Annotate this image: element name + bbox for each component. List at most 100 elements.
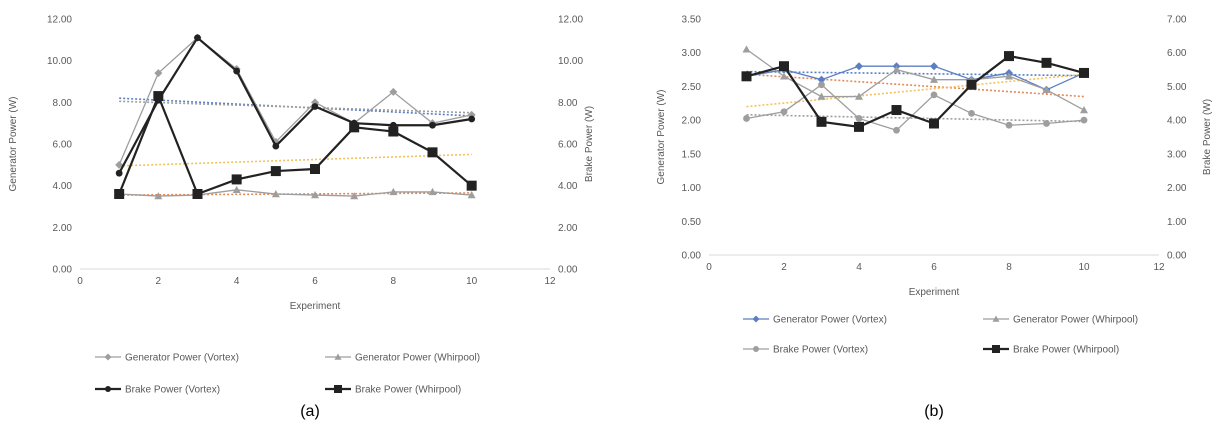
x-tick-label: 8 xyxy=(391,276,397,287)
y-tick-label: 6.00 xyxy=(53,140,73,151)
y2-axis-title: Brake Power (W) xyxy=(1202,99,1213,175)
y2-tick-label: 1.00 xyxy=(1167,217,1187,228)
data-point xyxy=(816,116,827,127)
data-point xyxy=(855,92,863,100)
y2-tick-label: 7.00 xyxy=(1167,15,1187,26)
data-point xyxy=(743,115,750,122)
x-tick-label: 10 xyxy=(1078,262,1090,273)
legend-marker xyxy=(992,345,1000,353)
data-point xyxy=(1079,67,1089,78)
y2-tick-label: 4.00 xyxy=(1167,116,1187,127)
x-tick-label: 4 xyxy=(856,262,862,273)
trendline xyxy=(746,113,1085,123)
data-point xyxy=(817,92,826,100)
data-point xyxy=(1041,57,1052,68)
trendline xyxy=(119,153,472,167)
data-point xyxy=(154,192,163,200)
x-tick-label: 10 xyxy=(466,276,478,287)
x-tick-label: 0 xyxy=(77,276,83,287)
data-point xyxy=(930,75,938,83)
legend-marker xyxy=(334,353,342,360)
series-line-2 xyxy=(746,48,1085,111)
data-point xyxy=(855,62,863,71)
legend-label: Brake Power (Whirpool) xyxy=(1013,345,1119,356)
data-point xyxy=(817,75,826,84)
y2-tick-label: 8.00 xyxy=(558,98,578,109)
x-tick-label: 12 xyxy=(1153,262,1165,273)
legend: Generator Power (Vortex) Generator Power … xyxy=(743,315,1138,356)
data-point xyxy=(930,62,938,71)
y2-tick-label: 6.00 xyxy=(558,140,578,151)
plot-area: 0.00 0.50 1.00 1.50 2.00 2.50 3.00 3.50 0.00 1.00… xyxy=(656,15,1213,299)
series-line-3 xyxy=(746,83,1085,131)
y2-tick-label: 0.00 xyxy=(558,265,578,276)
data-point xyxy=(1043,120,1050,127)
y-tick-label: 1.00 xyxy=(682,183,702,194)
y2-tick-label: 2.00 xyxy=(558,223,578,234)
y-axis-title: Generator Power (W) xyxy=(656,89,667,184)
data-point xyxy=(1042,85,1051,93)
data-point xyxy=(114,189,125,199)
x-tick-label: 4 xyxy=(234,276,240,287)
data-point xyxy=(272,142,280,150)
legend: Generator Power (Vortex) Generator Power … xyxy=(95,353,480,396)
series-line-3 xyxy=(118,36,472,174)
legend-marker xyxy=(752,315,760,323)
data-point xyxy=(429,121,436,129)
data-point xyxy=(194,34,201,42)
x-tick-label: 2 xyxy=(156,276,162,287)
legend-label: Generator Power (Whirpool) xyxy=(1013,315,1138,326)
data-point xyxy=(467,191,476,199)
data-point xyxy=(1005,72,1013,80)
data-point xyxy=(310,164,320,174)
data-point xyxy=(1005,121,1013,129)
data-point xyxy=(428,187,437,196)
y2-tick-label: 12.00 xyxy=(558,15,583,26)
legend-marker xyxy=(104,353,112,361)
y2-tick-label: 4.00 xyxy=(558,181,578,192)
chart-b: 0.00 0.50 1.00 1.50 2.00 2.50 3.00 3.50 0.00 1.00… xyxy=(656,15,1213,421)
data-point xyxy=(427,147,438,158)
y-tick-label: 4.00 xyxy=(53,181,73,192)
panel-label: (a) xyxy=(300,403,320,420)
data-point xyxy=(930,91,938,99)
y-tick-label: 0.50 xyxy=(682,217,702,228)
legend-marker xyxy=(753,346,759,352)
y-tick-label: 8.00 xyxy=(53,98,73,109)
data-point xyxy=(855,115,863,122)
y-tick-label: 10.00 xyxy=(47,56,72,67)
data-point xyxy=(968,110,975,117)
x-tick-label: 12 xyxy=(544,276,556,287)
x-axis-title: Experiment xyxy=(290,301,341,312)
data-point xyxy=(1080,116,1088,124)
data-point xyxy=(893,126,900,134)
data-point xyxy=(192,189,203,199)
y-tick-label: 3.50 xyxy=(682,15,702,26)
data-point xyxy=(154,69,163,78)
data-point xyxy=(389,87,398,96)
data-point xyxy=(466,180,477,191)
data-point xyxy=(742,45,751,53)
y-tick-label: 1.50 xyxy=(682,149,702,160)
data-point xyxy=(779,61,789,72)
legend-label: Brake Power (Vortex) xyxy=(773,345,868,356)
y-tick-label: 0.00 xyxy=(682,251,702,262)
data-point xyxy=(741,71,752,82)
chart-a: 0.00 2.00 4.00 6.00 8.00 10.00 12.00 0.00 2.00 4.… xyxy=(8,15,595,421)
data-point xyxy=(115,160,124,169)
panel-label: (b) xyxy=(924,403,944,420)
y-tick-label: 2.00 xyxy=(53,223,73,234)
data-point xyxy=(233,67,241,75)
legend-label: Generator Power (Whirpool) xyxy=(355,353,480,364)
data-point xyxy=(892,65,901,73)
data-point xyxy=(468,115,476,123)
data-point xyxy=(818,81,825,89)
data-point xyxy=(929,118,939,129)
y2-tick-label: 0.00 xyxy=(1167,251,1187,262)
data-point xyxy=(891,105,902,116)
data-point xyxy=(311,103,319,110)
data-point xyxy=(388,126,399,137)
y-tick-label: 2.50 xyxy=(682,82,702,93)
legend-marker xyxy=(105,386,111,392)
series-line-2 xyxy=(119,189,472,197)
